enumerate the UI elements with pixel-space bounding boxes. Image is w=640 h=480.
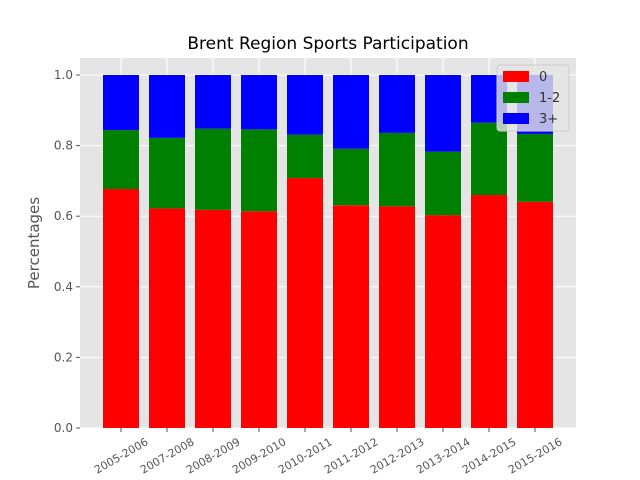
y-tick-label: 0.6 bbox=[54, 209, 73, 223]
chart-title: Brent Region Sports Participation bbox=[187, 34, 468, 54]
bar-2008-2009-series-1 bbox=[195, 128, 231, 210]
legend-label-1: 1-2 bbox=[539, 91, 560, 106]
y-tick-label: 0.4 bbox=[54, 280, 73, 294]
bar-2012-2013-series-2 bbox=[379, 75, 415, 133]
bar-2014-2015-series-1 bbox=[471, 122, 507, 196]
legend: 0 1-2 3+ bbox=[496, 64, 570, 132]
bar-2015-2016-series-1 bbox=[517, 133, 553, 202]
bars bbox=[103, 75, 553, 428]
y-tick-label: 1.0 bbox=[54, 68, 73, 82]
bar-2009-2010-series-2 bbox=[241, 75, 277, 130]
bar-2009-2010-series-1 bbox=[241, 129, 277, 212]
y-axis-label: Percentages bbox=[25, 197, 43, 289]
bar-2015-2016-series-0 bbox=[517, 201, 553, 428]
legend-label-0: 0 bbox=[539, 70, 547, 85]
bar-2012-2013-series-1 bbox=[379, 132, 415, 207]
bar-2010-2011-series-2 bbox=[287, 75, 323, 135]
bar-2007-2008-series-2 bbox=[149, 75, 185, 138]
bar-2013-2014-series-1 bbox=[425, 151, 461, 216]
bar-2011-2012-series-0 bbox=[333, 205, 369, 428]
bar-2014-2015-series-0 bbox=[471, 195, 507, 428]
y-tick-label: 0.8 bbox=[54, 139, 73, 153]
bar-2007-2008-series-0 bbox=[149, 208, 185, 428]
bar-2007-2008-series-1 bbox=[149, 137, 185, 209]
legend-swatch-0 bbox=[503, 71, 529, 82]
bar-2005-2006-series-1 bbox=[103, 130, 139, 190]
legend-swatch-1 bbox=[503, 92, 529, 103]
bar-2013-2014-series-2 bbox=[425, 75, 461, 152]
y-tick-label: 0.2 bbox=[54, 350, 73, 364]
bar-2008-2009-series-2 bbox=[195, 75, 231, 129]
legend-swatch-2 bbox=[503, 113, 529, 124]
bar-2005-2006-series-2 bbox=[103, 75, 139, 131]
legend-label-2: 3+ bbox=[539, 112, 558, 127]
bar-2011-2012-series-1 bbox=[333, 148, 369, 206]
bar-2008-2009-series-0 bbox=[195, 209, 231, 428]
bar-2011-2012-series-2 bbox=[333, 75, 369, 149]
bar-2010-2011-series-0 bbox=[287, 178, 323, 428]
bar-2012-2013-series-0 bbox=[379, 206, 415, 428]
y-tick-label: 0.0 bbox=[54, 421, 73, 435]
bar-2013-2014-series-0 bbox=[425, 215, 461, 428]
bar-2005-2006-series-0 bbox=[103, 189, 139, 428]
y-axis-ticks: 0.0 0.2 0.4 0.6 0.8 1.0 bbox=[54, 68, 80, 435]
bar-2009-2010-series-0 bbox=[241, 211, 277, 428]
bar-2010-2011-series-1 bbox=[287, 134, 323, 179]
